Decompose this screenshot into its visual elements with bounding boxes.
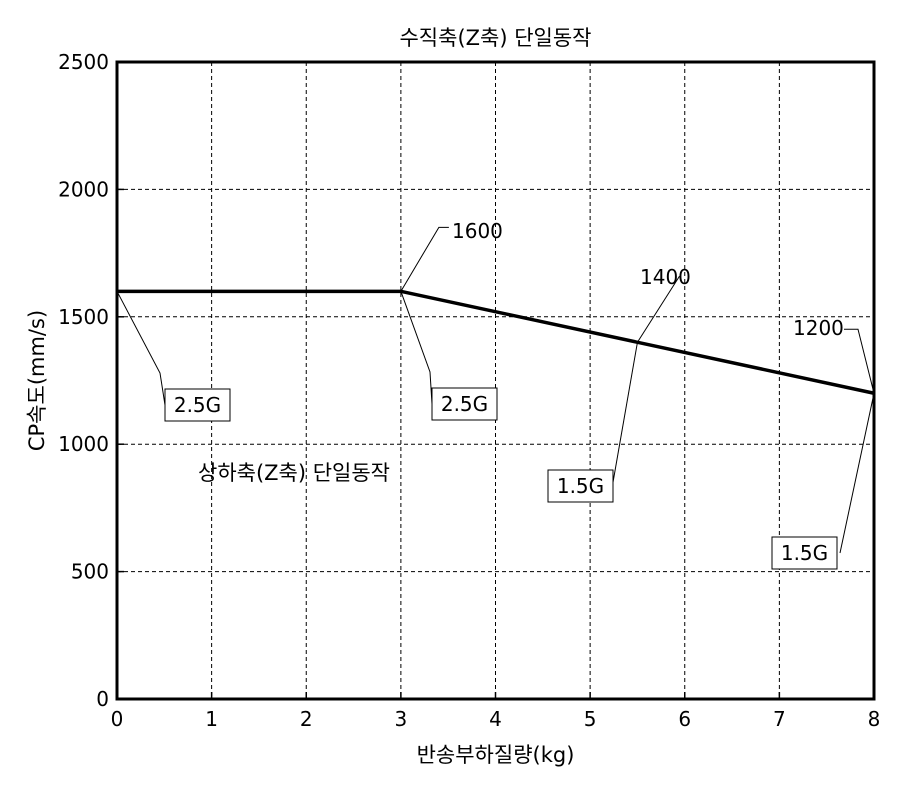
accel-label-1: 2.5G <box>441 392 488 416</box>
accel-leader-3 <box>839 393 875 554</box>
annotations: 1600 1400 1200 2.5G 2.5G 1.5G 1.5G <box>116 219 875 570</box>
y-tick-label-0: 0 <box>96 687 109 711</box>
accel-leader-0 <box>116 291 166 406</box>
value-label-0: 1600 <box>452 219 503 243</box>
y-tick-label-1: 500 <box>71 560 109 584</box>
accel-label-2: 1.5G <box>557 474 604 498</box>
chart-title: 수직축(Z축) 단일동작 <box>399 26 591 50</box>
x-axis-ticks: 0 1 2 3 4 5 6 7 8 <box>111 692 881 731</box>
x-tick-label-1: 1 <box>205 707 218 731</box>
accel-leader-2 <box>611 342 638 489</box>
x-tick-label-8: 8 <box>868 707 881 731</box>
accel-box-2 <box>547 469 614 503</box>
y-tick-label-2: 1000 <box>58 432 109 456</box>
plot-frame <box>115 60 876 701</box>
y-tick-label-5: 2500 <box>58 50 109 74</box>
accel-leader-1 <box>400 291 433 405</box>
accel-label-0: 2.5G <box>174 393 221 417</box>
x-tick-label-3: 3 <box>395 707 408 731</box>
value-leader-1 <box>637 276 680 343</box>
accel-label-3: 1.5G <box>781 541 828 565</box>
x-tick-label-2: 2 <box>300 707 313 731</box>
y-tick-label-3: 1500 <box>58 305 109 329</box>
x-tick-label-5: 5 <box>584 707 597 731</box>
x-tick-label-0: 0 <box>111 707 124 731</box>
value-label-2: 1200 <box>793 316 844 340</box>
value-leader-0 <box>400 226 449 292</box>
x-tick-label-4: 4 <box>489 707 502 731</box>
accel-box-1 <box>431 387 498 421</box>
x-axis-label: 반송부하질량(kg) <box>417 743 575 767</box>
x-tick-label-7: 7 <box>773 707 786 731</box>
accel-box-0 <box>164 388 231 422</box>
x-tick-label-6: 6 <box>678 707 691 731</box>
grid <box>117 62 874 699</box>
value-leader-2 <box>844 328 875 394</box>
accel-box-3 <box>771 536 838 570</box>
inline-label: 상하축(Z축) 단일동작 <box>198 461 390 485</box>
value-label-1: 1400 <box>640 265 691 289</box>
y-tick-label-4: 2000 <box>58 177 109 201</box>
y-axis-ticks: 0 500 1000 1500 2000 2500 <box>58 50 124 711</box>
y-axis-label: CP속도(mm/s) <box>25 310 49 451</box>
